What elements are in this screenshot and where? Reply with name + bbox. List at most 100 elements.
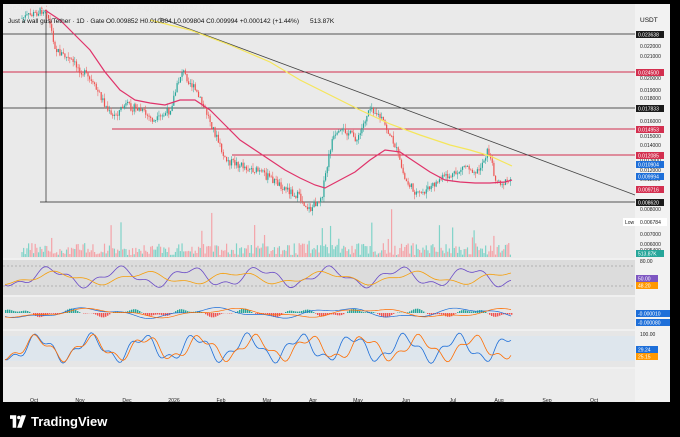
candle-body	[283, 187, 285, 190]
price-pane[interactable]	[3, 4, 637, 258]
candle-body	[415, 191, 417, 195]
macd-histogram-bar	[381, 313, 383, 317]
volume-bar	[367, 253, 370, 257]
macd-histogram-bar	[417, 308, 419, 313]
macd-histogram-bar	[307, 309, 309, 313]
volume-bar	[506, 244, 508, 257]
macd-histogram-bar	[139, 311, 141, 313]
price-tag-box	[636, 199, 664, 206]
candle-body	[481, 162, 483, 168]
candle-body	[168, 108, 170, 115]
volume-bar	[173, 254, 175, 257]
candle-body	[67, 56, 69, 58]
macd-histogram-bar	[133, 309, 135, 313]
macd-histogram-bar	[269, 313, 271, 316]
volume-bar	[410, 245, 412, 257]
stoch-tag-1	[636, 346, 658, 353]
candle-body	[85, 70, 87, 73]
candle-body	[204, 107, 206, 109]
macd-histogram-bar	[183, 309, 185, 313]
volume-bar	[67, 247, 69, 257]
volume-bar	[298, 243, 300, 257]
time-axis-label: Aug	[494, 398, 503, 404]
volume-bar	[346, 251, 348, 257]
candle-body	[382, 116, 384, 121]
macd-histogram-bar	[255, 313, 257, 314]
volume-bar	[504, 244, 507, 257]
macd-histogram-bar	[351, 309, 353, 313]
macd-histogram-bar	[325, 313, 327, 316]
candle-body	[440, 179, 442, 181]
volume-bar	[254, 225, 256, 257]
volume-bar	[397, 254, 399, 257]
volume-bar	[232, 250, 234, 257]
volume-bar	[460, 249, 462, 257]
macd-histogram-bar	[241, 309, 243, 313]
candle-body	[191, 83, 193, 88]
candle-body	[206, 108, 208, 115]
candle-body	[164, 113, 167, 116]
volume-bar	[52, 253, 54, 257]
candle-body	[483, 160, 485, 163]
volume-bar	[325, 244, 327, 257]
price-axis-label: 0.018000	[640, 96, 661, 102]
price-tag-box	[636, 186, 664, 193]
volume-bar	[229, 254, 231, 257]
volume-bar	[179, 251, 181, 257]
candle-body	[277, 179, 279, 186]
volume-bar	[344, 247, 346, 257]
macd-histogram-bar	[47, 313, 49, 315]
candle-body	[82, 74, 84, 76]
macd-histogram-bar	[155, 313, 157, 315]
candle-body	[226, 156, 228, 162]
candle-body	[399, 153, 401, 160]
volume-bar	[438, 225, 441, 257]
volume-bar	[235, 243, 238, 257]
candle-body	[447, 174, 449, 179]
candle-body	[442, 174, 444, 180]
volume-bar	[364, 246, 366, 257]
time-axis-labels: Oct Nov Dec 2026 Feb Mar Apr May Jun Jul Aug Sep Oct	[30, 398, 599, 404]
candle-body	[37, 13, 40, 16]
volume-bar	[257, 245, 259, 257]
macd-histogram-bar	[509, 313, 511, 315]
volume-bar	[422, 247, 424, 257]
volume-bar	[296, 254, 299, 257]
volume-bar	[158, 243, 160, 257]
volume-bar	[348, 249, 350, 257]
candle-body	[372, 107, 375, 114]
candle-body	[490, 156, 492, 159]
volume-bar	[471, 237, 474, 257]
candle-body	[103, 98, 106, 107]
candle-body	[254, 171, 256, 173]
candle-body	[420, 192, 422, 194]
candle-body	[282, 188, 284, 190]
macd-histogram-bar	[207, 313, 209, 316]
macd-histogram-bar	[409, 311, 411, 313]
volume-bar	[442, 250, 444, 257]
macd-histogram-bar	[257, 313, 259, 315]
rsi-moving-average	[4, 270, 512, 286]
candle-body	[417, 191, 419, 193]
macd-histogram-bar	[371, 311, 373, 313]
volume-bar	[212, 251, 214, 257]
candle-body	[169, 111, 172, 115]
volume-bar	[209, 246, 211, 257]
volume-bar	[293, 243, 295, 257]
volume-bar	[224, 250, 226, 257]
candle-body	[501, 184, 503, 186]
candle-body	[143, 109, 145, 111]
volume-bar	[362, 243, 365, 257]
candle-body	[397, 147, 399, 154]
macd-histogram-bar	[489, 313, 491, 315]
volume-bar	[333, 249, 335, 257]
candle-body	[452, 173, 454, 178]
macd-histogram-bar	[187, 311, 189, 313]
candle-body	[437, 181, 439, 183]
candle-body	[475, 172, 477, 174]
candle-body	[311, 207, 313, 212]
candle-body	[98, 91, 101, 93]
candle-body	[471, 169, 474, 173]
candle-body	[125, 103, 127, 106]
